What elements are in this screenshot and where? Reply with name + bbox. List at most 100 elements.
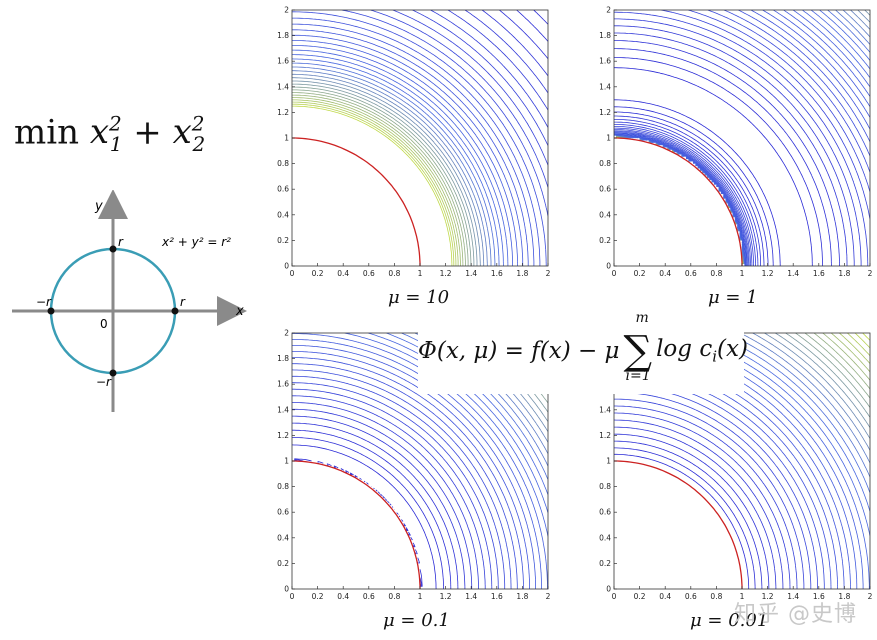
neg-r-bottom-label: −r (96, 375, 112, 389)
contour-level (292, 444, 437, 589)
y-tick-label: 1.6 (277, 380, 289, 389)
r-right-label: r (180, 295, 186, 309)
sum-upper-limit: m (635, 310, 649, 326)
neg-r-left-label: −r (36, 295, 52, 309)
contour-level (614, 40, 840, 266)
plus-operator: + (133, 112, 162, 153)
y-tick-label: 0.2 (599, 559, 611, 568)
contour-level (847, 333, 870, 356)
x-tick-label: 0.2 (634, 592, 646, 601)
x-tick-label: 0.8 (710, 592, 722, 601)
contour-level (614, 391, 812, 589)
x-tick-label: 0 (290, 269, 295, 278)
contour-level (614, 10, 870, 266)
contour-level (614, 426, 777, 589)
contour-level (292, 101, 457, 266)
contour-plot-mu-10: 0 0.2 0.4 0.6 0.8 1 1.2 1.4 1.6 1.8 2 0 0.2 0.4 0.6 0.8… (277, 6, 551, 279)
y-tick-label: 1.2 (277, 108, 289, 117)
x-tick-label: 1 (740, 269, 745, 278)
contour-level (614, 10, 870, 266)
y-tick-label: 0.2 (277, 236, 289, 245)
y-tick-label: 0.6 (599, 508, 611, 517)
constraint-boundary (292, 137, 421, 266)
contour-level (292, 62, 496, 266)
x-tick-label: 1 (418, 592, 423, 601)
y-tick-label: 0.4 (599, 533, 611, 542)
contour-level (614, 10, 870, 266)
x-tick-label: 1.4 (465, 592, 477, 601)
y-tick-label: 0 (606, 262, 611, 271)
x-tick-label: 2 (868, 269, 873, 278)
contour-level (614, 48, 832, 266)
x-tick-label: 0.2 (312, 269, 324, 278)
x-tick-label: 0.4 (337, 269, 349, 278)
y-tick-label: 0.6 (599, 185, 611, 194)
y-tick-label: 0 (606, 585, 611, 594)
contour-level (292, 351, 530, 589)
y-tick-label: 0.4 (277, 210, 289, 219)
contour-level (292, 388, 493, 589)
barrier-function-formula: Φ(x, μ) = f(x) − μ ∑ m i=1 log ci(x) (418, 310, 748, 394)
x-tick-label: 1.6 (491, 269, 503, 278)
y-tick-label: 0.4 (277, 533, 289, 542)
mu-label-1: μ = 1 (708, 287, 758, 308)
contour-level (739, 333, 870, 464)
contour-level (292, 70, 488, 266)
min-operator: min (14, 112, 80, 153)
contour-level (614, 25, 855, 266)
summation-symbol: ∑ m i=1 (623, 310, 653, 384)
contour-level (725, 333, 870, 478)
contour-level (292, 23, 535, 266)
barrier-lhs: Φ(x, μ) = f(x) − μ (418, 338, 620, 364)
contour-level (614, 440, 763, 589)
contour-level (614, 11, 869, 266)
y-tick-label: 1 (284, 457, 289, 466)
contour-level (292, 375, 506, 589)
contour-level (614, 10, 870, 266)
contour-level (775, 333, 870, 428)
contour-level (292, 11, 547, 266)
contour-level (614, 10, 870, 266)
contour-level (292, 92, 466, 266)
y-tick-label: 1.2 (599, 431, 611, 440)
y-tick-label: 2 (284, 329, 289, 338)
y-tick-label: 1.8 (599, 31, 611, 40)
x-tick-label: 0.6 (363, 269, 375, 278)
contour-level (614, 18, 862, 266)
y-tick-label: 1.8 (277, 354, 289, 363)
contour-level (614, 453, 750, 589)
x-tick-label: 0 (612, 592, 617, 601)
y-tick-label: 1 (606, 134, 611, 143)
contour-level (447, 10, 548, 111)
y-tick-label: 1 (606, 457, 611, 466)
point-bottom (109, 369, 117, 377)
y-tick-label: 2 (606, 6, 611, 15)
y-tick-label: 1.4 (599, 82, 611, 91)
point-left (47, 307, 55, 315)
contour-level (614, 433, 770, 589)
x-tick-label: 2 (546, 269, 551, 278)
x-tick-label: 2 (546, 592, 551, 601)
point-right (171, 307, 179, 315)
x-tick-label: 1.2 (440, 269, 452, 278)
origin-label: 0 (100, 317, 108, 331)
contour-level (854, 333, 870, 349)
contour-level (292, 40, 518, 266)
y-tick-label: 1.4 (599, 405, 611, 414)
x-tick-label: 1.8 (516, 269, 528, 278)
y-tick-label: 1 (284, 134, 289, 143)
y-tick-label: 1.8 (277, 31, 289, 40)
contour-level (804, 333, 870, 399)
x-tick-label: 1 (740, 592, 745, 601)
contour-level (292, 94, 464, 266)
var-x2: x22 (172, 112, 206, 157)
y-tick-label: 2 (284, 6, 289, 15)
mu-label-0.1: μ = 0.1 (383, 610, 450, 631)
contour-level (614, 10, 870, 266)
contour-level (614, 10, 870, 266)
contour-level (292, 382, 499, 589)
contour-level (830, 333, 870, 373)
contour-level (292, 49, 509, 266)
x-tick-label: 1 (418, 269, 423, 278)
contour-level (292, 395, 486, 589)
